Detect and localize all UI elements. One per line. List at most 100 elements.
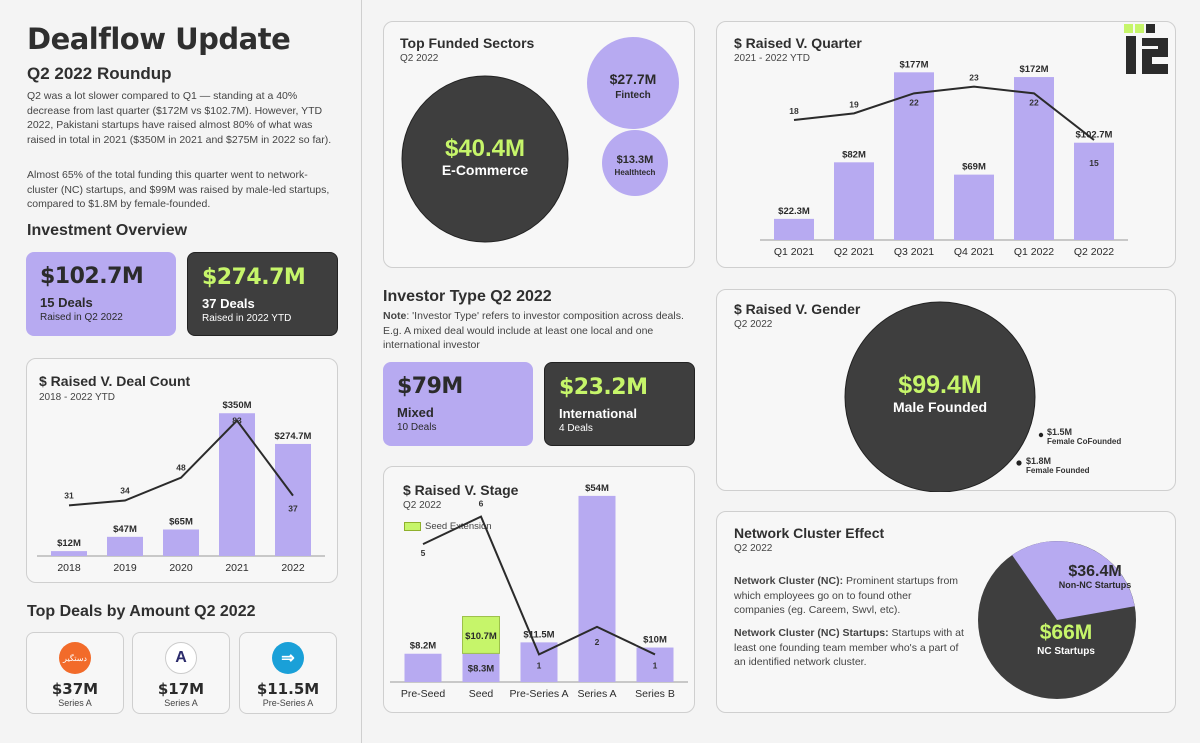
top-deal-stage-1: Series A bbox=[58, 698, 92, 708]
investor-type-note-text: : 'Investor Type' refers to investor com… bbox=[383, 310, 684, 351]
bar-value-label: $82M bbox=[842, 149, 866, 160]
stage-chart: $8.2M Pre-Seed $10.7M $8.3M Seed $11.5M Pre-Se… bbox=[390, 483, 688, 700]
network-pie-chart: $36.4M Non-NC Startups $66M NC Startups bbox=[978, 541, 1136, 699]
x-tick-label: Series B bbox=[635, 688, 675, 700]
bar-value-label: $8.3M bbox=[468, 664, 494, 675]
gender-period: Q2 2022 bbox=[734, 319, 773, 330]
investor-type-note: Note: 'Investor Type' refers to investor… bbox=[383, 309, 695, 353]
page-title: Dealflow Update bbox=[27, 22, 291, 56]
top-deal-card-3: ⇒ $11.5M Pre-Series A bbox=[239, 632, 337, 714]
seed-extension-value-label: $10.7M bbox=[465, 631, 497, 642]
network-definition-1-text: Prominent startups from which employees … bbox=[734, 575, 959, 616]
gender-bubble-chart: $99.4M Male Founded $1.5M Female CoFound… bbox=[844, 301, 1121, 492]
mixed-card: $79M Mixed 10 Deals bbox=[383, 362, 533, 446]
gender-title: $ Raised V. Gender bbox=[734, 301, 861, 317]
bar-value-label: $350M bbox=[222, 400, 251, 411]
bar-q2-2022 bbox=[1074, 142, 1114, 240]
delivery-logo-text: ⇒ bbox=[281, 650, 295, 667]
ytd-total-deals: 37 Deals bbox=[202, 296, 255, 311]
deal-count-label: 83 bbox=[232, 416, 242, 426]
international-deals: 4 Deals bbox=[559, 423, 593, 434]
female-founded-dot bbox=[1016, 460, 1022, 466]
quarter-subtitle: 2021 - 2022 YTD bbox=[734, 53, 810, 64]
bar-seed-extension bbox=[462, 616, 500, 654]
healthtech-label: Healthtech bbox=[615, 168, 656, 177]
healthtech-value: $13.3M bbox=[617, 154, 654, 166]
x-tick-label: 2021 bbox=[225, 562, 249, 574]
deal-count-label: 23 bbox=[969, 73, 979, 83]
female-cofounded-value: $1.5M bbox=[1047, 427, 1072, 437]
investment-overview-title: Investment Overview bbox=[27, 222, 188, 239]
x-tick-label: 2018 bbox=[57, 562, 81, 574]
x-tick-label: 2022 bbox=[281, 562, 305, 574]
top-deal-amount-3: $11.5M bbox=[256, 680, 320, 698]
international-card: $23.2M International 4 Deals bbox=[544, 362, 695, 446]
network-definition-2-text: Startups with at least one founding team… bbox=[734, 627, 964, 668]
sectors-bubble-chart: $40.4M E-Commerce $27.7M Fintech $13.3M … bbox=[401, 37, 679, 243]
q2-total-deals: 15 Deals bbox=[40, 295, 93, 310]
bar-value-label: $12M bbox=[57, 538, 81, 549]
deal-count-label: 6 bbox=[479, 499, 484, 509]
ecommerce-label: E-Commerce bbox=[442, 162, 529, 178]
seed-extension-legend-swatch bbox=[404, 522, 421, 531]
female-founded-label: Female Founded bbox=[1026, 466, 1090, 475]
fintech-value: $27.7M bbox=[610, 71, 657, 87]
female-founded-value: $1.8M bbox=[1026, 456, 1051, 466]
column-divider bbox=[361, 0, 362, 743]
bar-q1-2021 bbox=[774, 218, 814, 240]
quarter-chart: $22.3M Q1 2021 $82M Q2 2021 $177M Q3 2021 $69M… bbox=[760, 59, 1128, 258]
sectors-card: Top Funded Sectors Q2 2022 $40.4M E-Comm… bbox=[383, 21, 695, 268]
ecommerce-value: $40.4M bbox=[445, 135, 525, 162]
non-nc-startups-slice bbox=[1012, 541, 1135, 620]
dastgyr-logo-icon: دستگیر bbox=[59, 642, 91, 674]
q2-total-caption: Raised in Q2 2022 bbox=[40, 312, 123, 323]
i2-logo-text: i2 bbox=[1148, 73, 1149, 75]
non-nc-value: $36.4M bbox=[1068, 563, 1121, 580]
stage-card: $ Raised V. Stage Q2 2022 Seed Extension… bbox=[383, 466, 695, 713]
deal-count-label: 22 bbox=[909, 97, 919, 107]
bar-pre-seed bbox=[404, 653, 442, 682]
nc-label: NC Startups bbox=[1037, 646, 1095, 657]
mixed-amount: $79M bbox=[397, 374, 463, 399]
deal-count-label: 2 bbox=[595, 637, 600, 647]
bar-value-label: $65M bbox=[169, 516, 193, 527]
x-tick-label: Q1 2021 bbox=[774, 246, 814, 258]
network-title: Network Cluster Effect bbox=[734, 525, 885, 541]
nc-value: $66M bbox=[1040, 621, 1093, 644]
bar-value-label: $10M bbox=[643, 635, 667, 646]
startup-a-logo-icon: A bbox=[165, 642, 197, 674]
fintech-label: Fintech bbox=[615, 90, 651, 101]
mixed-deals: 10 Deals bbox=[397, 422, 437, 433]
roundup-title: Q2 2022 Roundup bbox=[27, 64, 172, 83]
bar-2022 bbox=[275, 443, 311, 556]
healthtech-bubble bbox=[602, 130, 668, 196]
quarter-card: $ Raised V. Quarter 2021 - 2022 YTD $22.… bbox=[716, 21, 1176, 268]
top-deal-stage-3: Pre-Series A bbox=[262, 698, 314, 708]
female-cofounded-dot bbox=[1038, 432, 1044, 438]
top-deals-title: Top Deals by Amount Q2 2022 bbox=[27, 603, 256, 620]
deal-count-label: 48 bbox=[176, 463, 186, 473]
bar-value-label: $274.7M bbox=[275, 431, 312, 442]
stage-subtitle: Q2 2022 bbox=[403, 500, 442, 511]
roundup-paragraph-2: Almost 65% of the total funding this qua… bbox=[27, 169, 330, 210]
bar-value-label: $54M bbox=[585, 483, 609, 494]
network-definition-2-term: Network Cluster (NC) Startups: bbox=[734, 627, 889, 639]
deal-count-label: 18 bbox=[789, 106, 799, 116]
deal-count-label: 5 bbox=[421, 548, 426, 558]
x-tick-label: Q2 2022 bbox=[1074, 246, 1114, 258]
deal-count-label: 31 bbox=[64, 490, 74, 500]
x-tick-label: Series A bbox=[577, 688, 616, 700]
bar-value-label: $102.7M bbox=[1076, 130, 1113, 141]
gender-card: $ Raised V. Gender Q2 2022 $99.4M Male F… bbox=[716, 289, 1176, 492]
deal-count-label: 22 bbox=[1029, 97, 1039, 107]
network-period: Q2 2022 bbox=[734, 543, 773, 554]
x-tick-label: Q3 2021 bbox=[894, 246, 934, 258]
deal-count-label: 19 bbox=[849, 99, 859, 109]
i2-logo-icon: i2 bbox=[1124, 24, 1168, 75]
deal-count-line bbox=[422, 515, 656, 656]
x-tick-label: Q4 2021 bbox=[954, 246, 994, 258]
x-tick-label: Q2 2021 bbox=[834, 246, 874, 258]
bar-value-label: $69M bbox=[962, 162, 986, 173]
deal-count-chart: $12M 2018 $47M 2019 $65M 2020 $350M 2021 $274.7M… bbox=[37, 400, 325, 574]
non-nc-label: Non-NC Startups bbox=[1059, 580, 1132, 590]
